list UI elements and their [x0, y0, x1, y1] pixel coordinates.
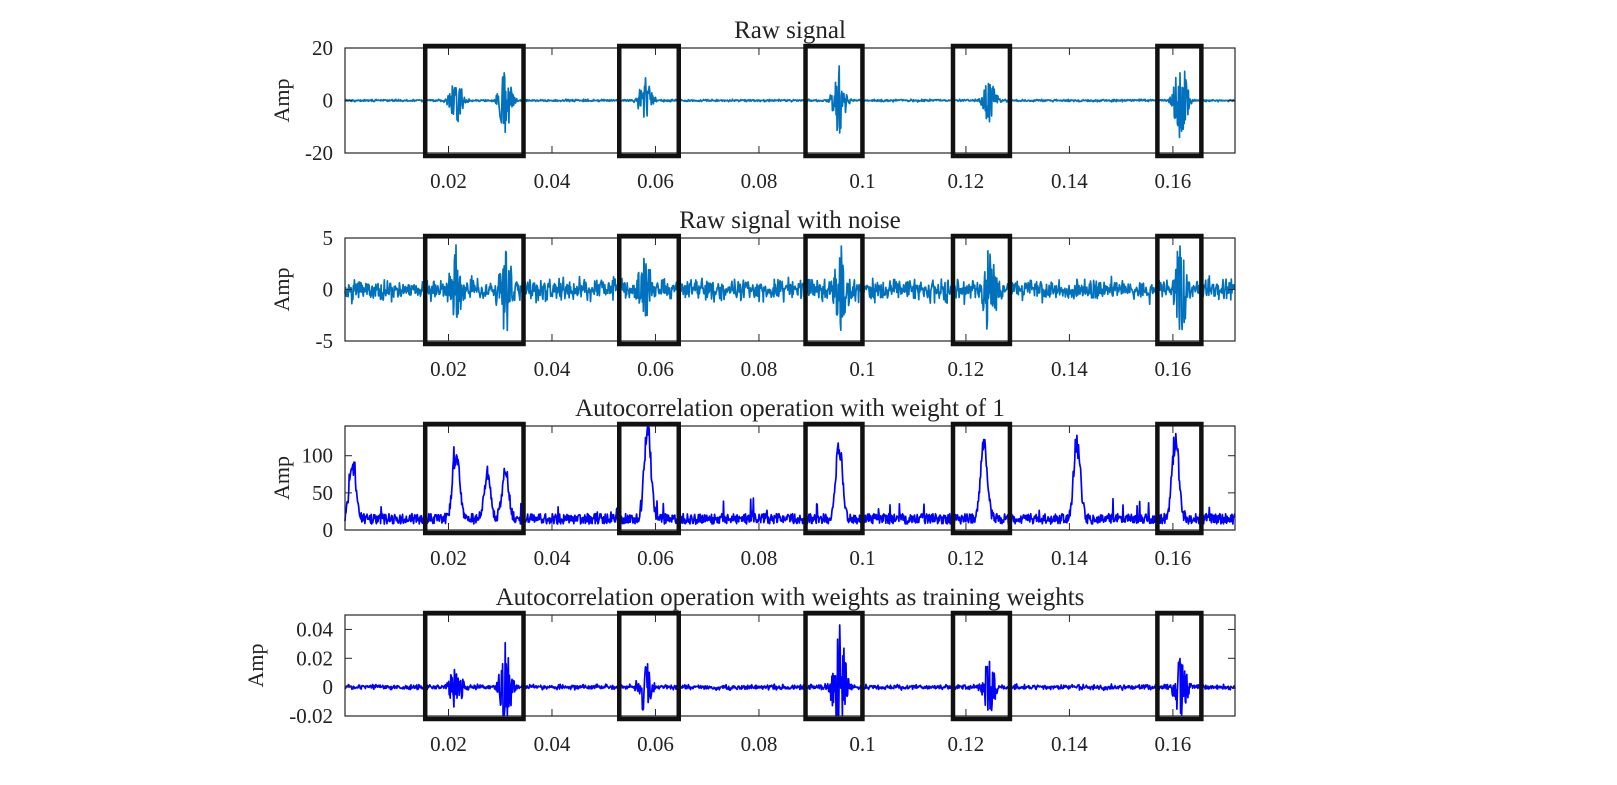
- x-tick-label: 0.04: [534, 546, 571, 570]
- y-axis-label: Amp: [269, 268, 294, 312]
- series-line: [344, 624, 1236, 717]
- y-tick-label: 0: [323, 518, 334, 542]
- y-tick-label: -5: [316, 329, 334, 353]
- chart-title: Autocorrelation operation with weights a…: [496, 584, 1085, 611]
- y-tick-label: 0: [323, 89, 334, 113]
- x-tick-label: 0.1: [849, 546, 875, 570]
- y-tick-label: -20: [305, 141, 333, 165]
- x-tick-label: 0.16: [1155, 732, 1192, 756]
- series-line: [344, 244, 1236, 332]
- y-tick-label: 0: [323, 675, 334, 699]
- x-tick-label: 0.08: [741, 169, 778, 193]
- chart-panel: Autocorrelation operation with weights a…: [243, 584, 1236, 756]
- x-tick-label: 0.02: [430, 169, 467, 193]
- x-tick-label: 0.12: [948, 357, 985, 381]
- x-tick-label: 0.1: [849, 732, 875, 756]
- x-tick-label: 0.06: [637, 546, 674, 570]
- y-tick-label: 50: [312, 481, 333, 505]
- highlight-box: [422, 610, 526, 722]
- chart-panel: Autocorrelation operation with weight of…: [269, 395, 1236, 570]
- x-tick-label: 0.14: [1051, 169, 1088, 193]
- highlight-box: [803, 421, 865, 536]
- y-tick-label: 20: [312, 36, 333, 60]
- highlight-box: [1155, 421, 1204, 536]
- x-tick-label: 0.02: [430, 732, 467, 756]
- chart-title: Raw signal with noise: [679, 207, 901, 234]
- x-tick-label: 0.12: [948, 546, 985, 570]
- y-tick-label: 100: [302, 444, 334, 468]
- highlight-box: [950, 610, 1013, 722]
- x-tick-label: 0.16: [1155, 357, 1192, 381]
- highlight-box: [616, 43, 682, 159]
- highlight-box: [422, 421, 526, 536]
- x-tick-label: 0.14: [1051, 732, 1088, 756]
- x-tick-label: 0.08: [741, 357, 778, 381]
- highlight-box: [1155, 610, 1204, 722]
- highlight-box: [422, 43, 526, 159]
- x-tick-label: 0.14: [1051, 357, 1088, 381]
- y-tick-label: 0.04: [296, 617, 333, 641]
- series-line: [344, 65, 1236, 139]
- x-tick-label: 0.14: [1051, 546, 1088, 570]
- highlight-box: [950, 43, 1013, 159]
- x-tick-label: 0.12: [948, 169, 985, 193]
- x-tick-label: 0.08: [741, 732, 778, 756]
- x-tick-label: 0.16: [1155, 546, 1192, 570]
- y-axis-label: Amp: [269, 456, 294, 500]
- x-tick-label: 0.12: [948, 732, 985, 756]
- highlight-box: [616, 421, 682, 536]
- chart-panel: Raw signal Amp 0.02 0.04 0.06 0.08 0.1 0.12 0.14…: [269, 17, 1236, 193]
- highlight-box: [616, 233, 682, 347]
- x-tick-label: 0.04: [534, 169, 571, 193]
- highlight-box: [950, 233, 1013, 347]
- x-tick-label: 0.1: [849, 357, 875, 381]
- y-tick-label: 0.02: [296, 646, 333, 670]
- highlight-box: [950, 421, 1013, 536]
- x-tick-label: 0.04: [534, 357, 571, 381]
- highlight-box: [1155, 233, 1204, 347]
- highlight-box: [1155, 43, 1204, 159]
- x-tick-label: 0.16: [1155, 169, 1192, 193]
- series-line: [344, 425, 1236, 525]
- x-tick-label: 0.06: [637, 169, 674, 193]
- y-axis-label: Amp: [243, 644, 268, 688]
- y-tick-label: 0: [323, 278, 334, 302]
- y-tick-label: 5: [323, 226, 334, 250]
- x-tick-label: 0.02: [430, 546, 467, 570]
- axes-frame: [344, 614, 1236, 717]
- x-tick-label: 0.06: [637, 357, 674, 381]
- x-tick-label: 0.1: [849, 169, 875, 193]
- y-tick-label: -0.02: [289, 704, 333, 728]
- y-axis-label: Amp: [269, 79, 294, 123]
- x-tick-label: 0.08: [741, 546, 778, 570]
- highlight-box: [616, 610, 682, 722]
- chart-panel: Raw signal with noise Amp 0.02 0.04 0.06 0.08…: [269, 207, 1236, 381]
- x-tick-label: 0.02: [430, 357, 467, 381]
- chart-title: Raw signal: [734, 17, 846, 44]
- highlight-box: [803, 610, 865, 722]
- x-tick-label: 0.04: [534, 732, 571, 756]
- axes-frame: [344, 425, 1236, 531]
- highlight-box: [803, 233, 865, 347]
- highlight-box: [422, 233, 526, 347]
- chart-title: Autocorrelation operation with weight of…: [575, 395, 1005, 422]
- x-tick-label: 0.06: [637, 732, 674, 756]
- highlight-box: [803, 43, 865, 159]
